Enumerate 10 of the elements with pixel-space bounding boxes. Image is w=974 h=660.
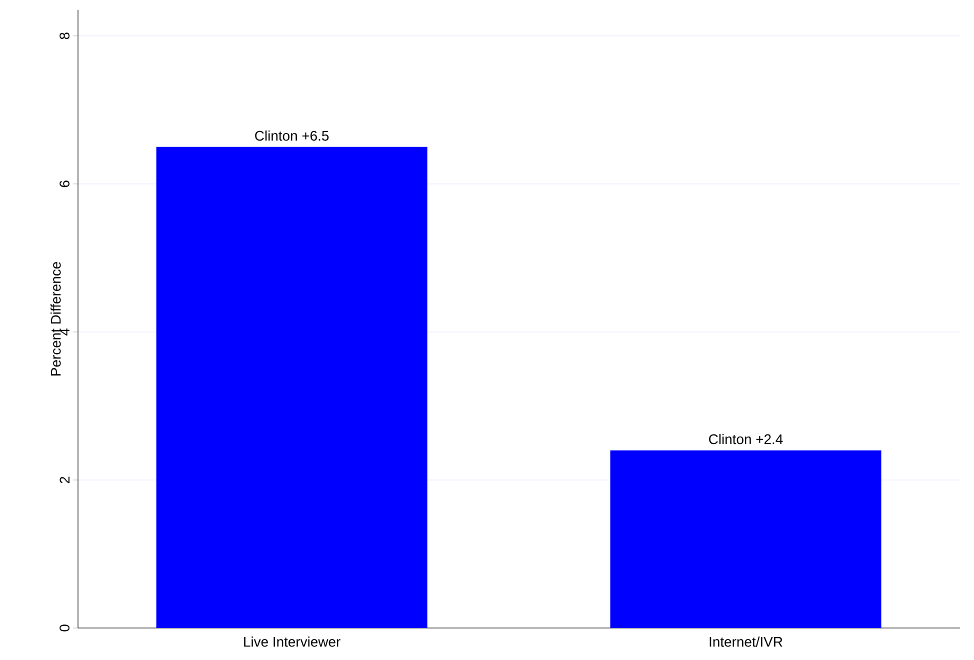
y-tick-label: 0 — [60, 624, 70, 632]
y-tick-label: 6 — [60, 180, 70, 188]
y-tick-label: 4 — [60, 328, 70, 336]
x-tick-label: Live Interviewer — [244, 636, 340, 647]
data-label: Clinton +6.5 — [255, 130, 329, 141]
y-axis-title: Percent Difference — [50, 262, 61, 376]
data-label: Clinton +2.4 — [709, 434, 783, 444]
y-tick-label: 2 — [60, 476, 70, 484]
y-tick-label: 8 — [60, 32, 70, 40]
x-tick-label: Internet/IVR — [710, 636, 782, 647]
